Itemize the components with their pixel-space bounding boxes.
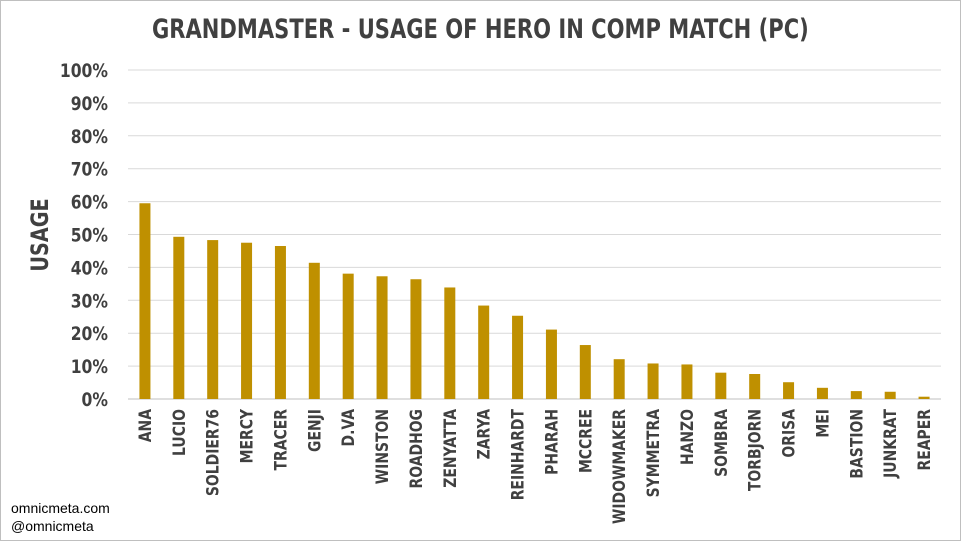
bar-widowmaker xyxy=(613,359,625,399)
y-tick-labels: 0% 10% 20% 30% 40% 50% 60% 70% 80% 90% 100% xyxy=(60,61,108,412)
y-tick-label: 80% xyxy=(71,126,108,148)
bar-orisa xyxy=(783,382,795,399)
y-tick-label: 90% xyxy=(71,93,108,115)
bar-hanzo xyxy=(681,364,693,399)
x-tick-label: LUCIO xyxy=(170,409,190,456)
y-tick-label: 100% xyxy=(60,61,108,83)
bar-lucio xyxy=(173,236,185,399)
bar-junkrat xyxy=(884,391,896,399)
chart-title: GRANDMASTER - USAGE OF HERO IN COMP MATC… xyxy=(151,14,809,45)
x-tick-label: MEI xyxy=(813,409,833,438)
x-tick-label: ANA xyxy=(136,409,156,442)
bar-soldier76 xyxy=(207,240,219,399)
y-tick-label: 20% xyxy=(71,324,108,346)
x-tick-label: WINSTON xyxy=(373,409,393,484)
bar-bastion xyxy=(850,391,862,399)
gridlines xyxy=(128,69,941,400)
bar-zarya xyxy=(478,305,490,399)
x-tick-label: REAPER xyxy=(915,409,935,470)
x-tick-label: WIDOWMAKER xyxy=(610,409,630,524)
bar-torbjorn xyxy=(749,374,761,399)
bar-sombra xyxy=(715,372,727,399)
bar-pharah xyxy=(545,329,557,399)
x-tick-label: SYMMETRA xyxy=(644,409,664,497)
bar-mei xyxy=(816,387,828,399)
x-tick-label: MCCREE xyxy=(576,409,596,473)
y-tick-label: 40% xyxy=(71,258,108,280)
bar-symmetra xyxy=(647,363,659,399)
bar-d-va xyxy=(342,273,354,399)
x-tick-label: BASTION xyxy=(847,409,867,479)
credit-website: omnicmeta.com xyxy=(11,500,110,516)
credit-handle: @omnicmeta xyxy=(11,518,94,534)
y-tick-label: 10% xyxy=(71,357,108,379)
bar-tracer xyxy=(274,246,286,399)
bar-winston xyxy=(376,276,388,399)
x-tick-label: SOMBRA xyxy=(712,409,732,477)
bar-genji xyxy=(308,262,320,399)
bar-zenyatta xyxy=(444,287,456,399)
y-tick-label: 60% xyxy=(71,192,108,214)
bar-reaper xyxy=(918,396,930,399)
x-tick-label: ORISA xyxy=(779,409,799,458)
x-tick-label: SOLDIER76 xyxy=(203,409,223,496)
x-tick-label: TORBJORN xyxy=(745,409,765,491)
y-tick-label: 30% xyxy=(71,291,108,313)
x-tick-label: REINHARDT xyxy=(508,409,528,501)
x-tick-label: PHARAH xyxy=(542,409,562,475)
x-tick-labels: ANA LUCIO SOLDIER76 MERCY TRACER GENJI D.VA WIN… xyxy=(136,408,935,524)
x-tick-label: ZARYA xyxy=(474,409,494,459)
bar-reinhardt xyxy=(512,315,524,399)
y-tick-label: 50% xyxy=(71,225,108,247)
bar-mccree xyxy=(579,345,591,399)
x-tick-label: GENJI xyxy=(305,409,325,452)
y-tick-label: 70% xyxy=(71,159,108,181)
x-tick-label: TRACER xyxy=(271,409,291,470)
x-tick-label: D.VA xyxy=(339,409,359,446)
y-tick-label: 0% xyxy=(82,390,108,412)
x-tick-label: MERCY xyxy=(237,408,257,463)
x-tick-label: ROADHOG xyxy=(407,409,427,488)
x-tick-label: JUNKRAT xyxy=(881,409,901,479)
bar-ana xyxy=(139,203,151,399)
bars xyxy=(139,203,930,399)
x-tick-label: HANZO xyxy=(678,409,698,465)
bar-mercy xyxy=(241,242,253,399)
bar-roadhog xyxy=(410,279,422,399)
x-tick-label: ZENYATTA xyxy=(441,409,461,488)
